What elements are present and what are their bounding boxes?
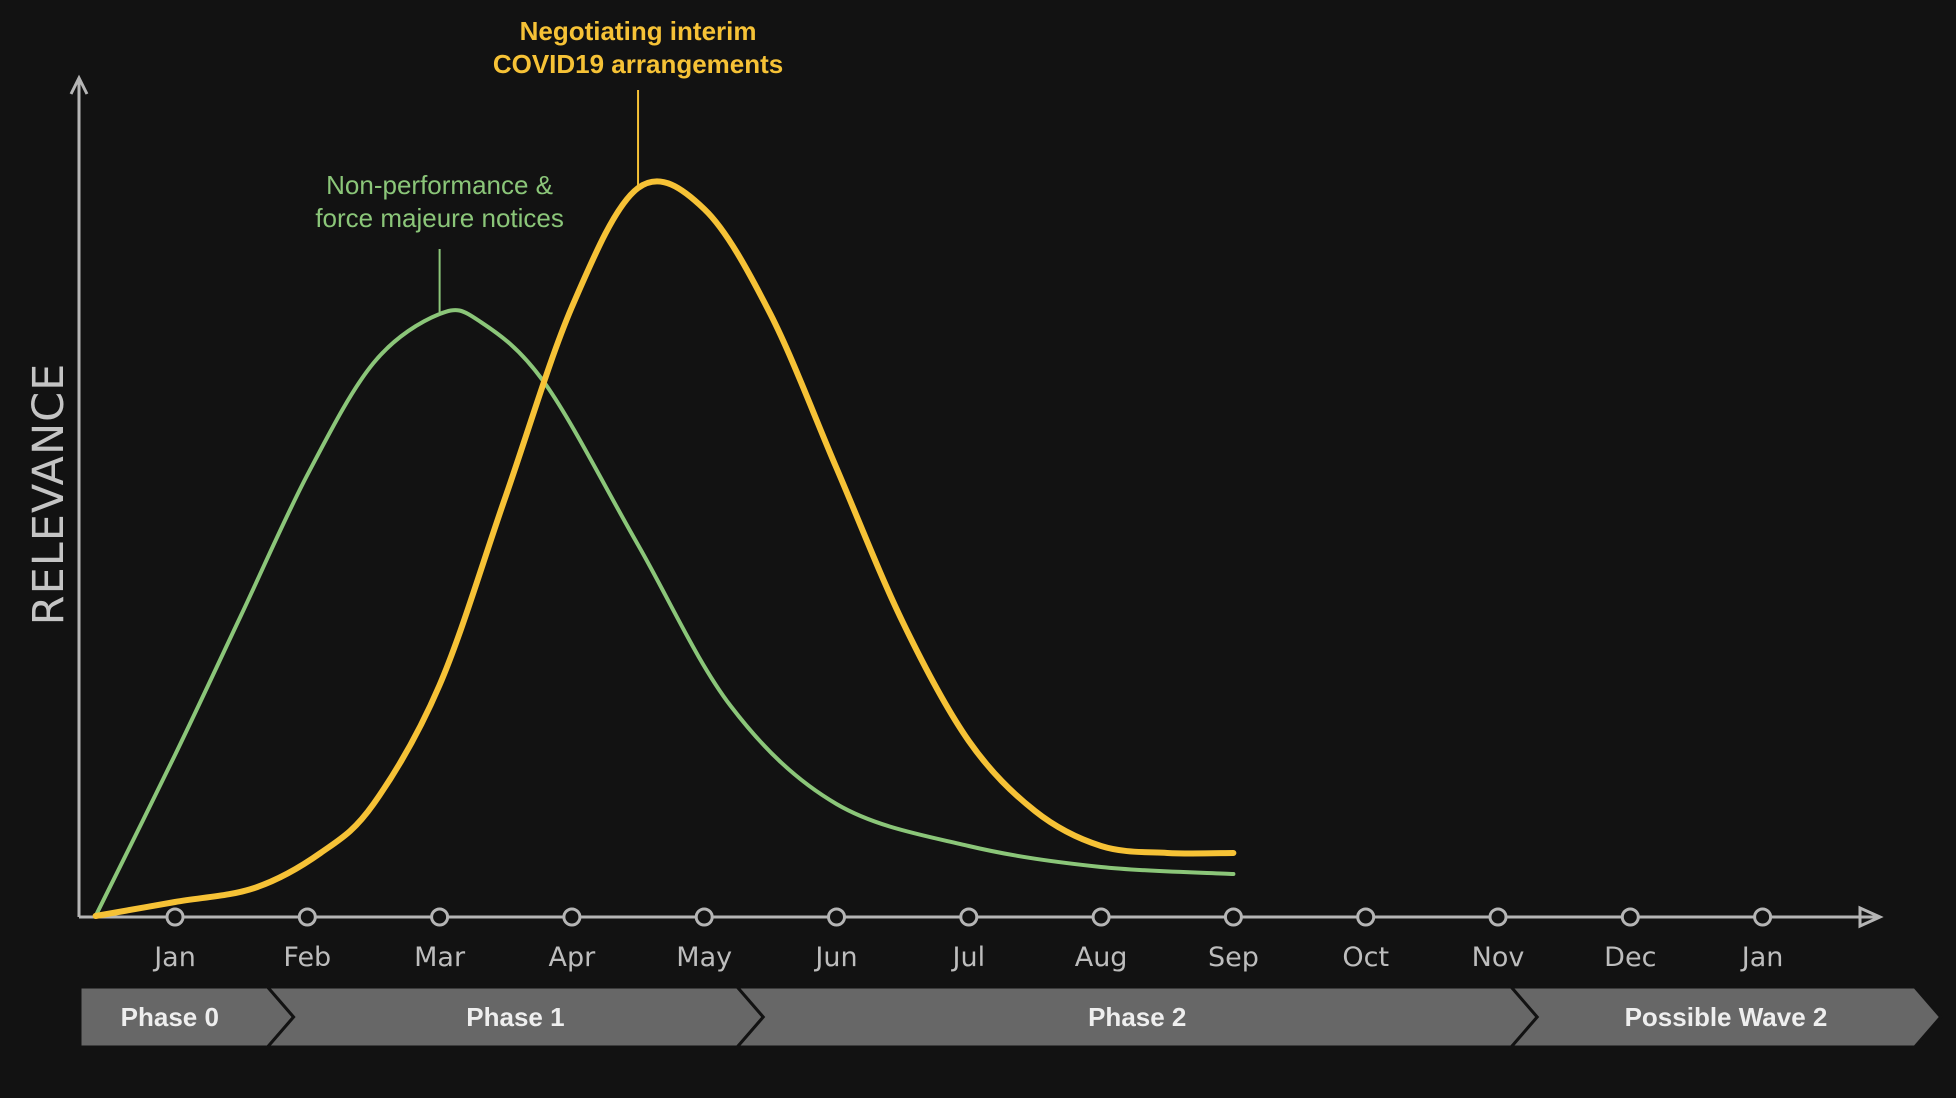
x-tick-marker — [297, 907, 317, 927]
x-tick-label: Nov — [1472, 942, 1525, 973]
x-tick-marker — [1488, 907, 1508, 927]
annotations: Non-performance &force majeure notices Ne… — [315, 16, 783, 312]
phase-label: Possible Wave 2 — [1625, 1002, 1828, 1032]
x-tick-label: May — [676, 942, 732, 973]
phase-chevron — [1507, 985, 1943, 1049]
x-tick-marker — [694, 907, 714, 927]
x-tick-marker — [959, 907, 979, 927]
x-tick-label: Aug — [1075, 942, 1128, 973]
x-tick-label: Sep — [1208, 942, 1259, 973]
x-tick-label: Mar — [414, 942, 466, 973]
phase-bar: Phase 0 Phase 1 Phase 2 Possible Wave 2 — [78, 985, 1943, 1049]
x-tick-label: Dec — [1604, 942, 1656, 973]
x-tick-label: Jun — [813, 942, 857, 973]
annotation-text: Non-performance & — [326, 170, 553, 200]
x-tick-label: Oct — [1342, 942, 1389, 973]
x-tick-marker — [1356, 907, 1376, 927]
axes: RELEVANCE — [24, 74, 1884, 929]
y-axis-arrow — [69, 74, 89, 95]
x-tick-marker — [430, 907, 450, 927]
x-tick-marker — [1620, 907, 1640, 927]
series — [92, 178, 1237, 919]
x-tick-marker — [827, 907, 846, 927]
phase-label: Phase 2 — [1088, 1002, 1186, 1032]
x-tick-label: Feb — [283, 942, 331, 973]
phase-label: Phase 0 — [121, 1002, 219, 1032]
annotation-text: Negotiating interim — [520, 16, 757, 46]
y-axis-label: RELEVANCE — [24, 363, 74, 626]
annotation-text: force majeure notices — [315, 203, 564, 233]
annotation-text: COVID19 arrangements — [493, 49, 783, 79]
x-tick-marker — [1091, 907, 1111, 927]
x-tick-marker — [562, 907, 582, 927]
series-line-non-performance — [93, 308, 1236, 918]
x-tick-label: Jan — [152, 942, 196, 973]
x-axis-arrow — [1858, 905, 1884, 929]
x-ticks: Jan Feb Mar Apr May Jun Jul Aug Sep Oct Nov Dec Jan — [152, 907, 1784, 973]
x-tick-label: Jan — [1740, 942, 1784, 973]
series-line-covid19-arrangements — [92, 178, 1237, 919]
x-tick-marker — [1753, 907, 1773, 927]
x-tick-label: Apr — [549, 942, 597, 973]
x-tick-marker — [1223, 907, 1243, 927]
x-tick-label: Jul — [951, 942, 986, 973]
x-tick-marker — [165, 907, 185, 927]
phase-label: Phase 1 — [466, 1002, 564, 1032]
